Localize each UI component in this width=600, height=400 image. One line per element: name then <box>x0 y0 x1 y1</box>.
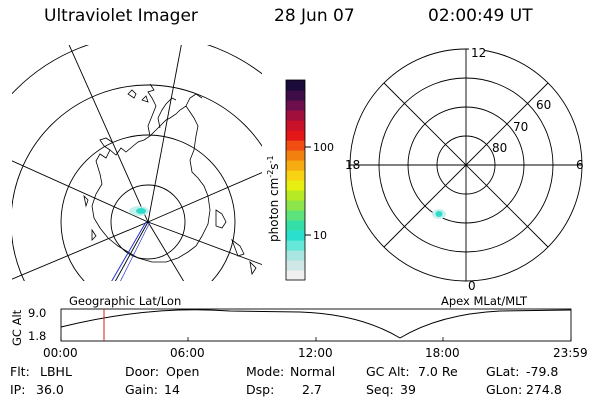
filter-label: Flt: <box>10 364 30 379</box>
colorbar-segment <box>286 250 305 261</box>
date-label: 28 Jun 07 <box>274 6 355 26</box>
colorbar-segment <box>286 150 305 161</box>
x-tick-1800: 18:00 <box>425 346 460 360</box>
colorbar-segment <box>286 120 305 131</box>
latitude-circles <box>12 45 262 281</box>
colorbar-label: photon cm-2s-1 <box>266 155 281 242</box>
mode-value: Normal <box>290 364 335 379</box>
x-tick-1200: 12:00 <box>298 346 333 360</box>
colorbar-segment <box>286 260 305 271</box>
filter-value: LBHL <box>40 364 72 379</box>
dsp-label: Dsp: <box>246 382 274 397</box>
mlt-label-6: 6 <box>576 158 584 172</box>
glat-value: -79.8 <box>526 364 558 379</box>
gc-alt-label: GC Alt: <box>366 364 410 379</box>
timeline-ylabel: GC Alt <box>10 309 24 346</box>
ip-value: 36.0 <box>36 382 64 397</box>
x-tick-2359: 23:59 <box>553 346 588 360</box>
seq-label: Seq: <box>366 382 394 397</box>
y-tick-9: 9.0 <box>28 306 46 320</box>
page-title: Ultraviolet Imager <box>44 6 198 26</box>
seq-value: 39 <box>400 382 416 397</box>
glat-label: GLat: <box>486 364 519 379</box>
colorbar-segment <box>286 270 305 281</box>
y-tick-1-8: 1.8 <box>28 329 46 343</box>
x-tick-0600: 06:00 <box>170 346 205 360</box>
colorbar-segment <box>286 200 305 211</box>
meridian-lines <box>12 45 262 281</box>
glon-value: 274.8 <box>526 382 562 397</box>
info-panel: Flt: LBHL IP: 36.0 Door: Open Gain: 14 M… <box>10 364 562 397</box>
altitude-curve <box>60 309 572 339</box>
door-value: Open <box>166 364 199 379</box>
lat-label-80: 80 <box>492 141 507 155</box>
mlt-label-0: 0 <box>468 279 476 293</box>
colorbar-segment <box>286 100 305 111</box>
colorbar-segment <box>286 90 305 101</box>
colorbar-segment <box>286 140 305 151</box>
colorbar-segment <box>286 240 305 251</box>
apex-map-labels: 12 18 6 0 60 70 80 <box>345 46 584 293</box>
apex-map <box>349 48 583 282</box>
colorbar-segment <box>286 80 305 91</box>
colorbar-segment <box>286 180 305 191</box>
apex-caption: Apex MLat/MLT <box>441 294 528 308</box>
colorbar-segment <box>286 220 305 231</box>
colorbar-segment <box>286 210 305 221</box>
colorbar-segment <box>286 110 305 121</box>
coastline-outlines <box>83 83 257 276</box>
geographic-map <box>12 45 262 281</box>
dsp-value: 2.7 <box>302 382 322 397</box>
colorbar-segment <box>286 130 305 141</box>
colorbar-tick-10: 10 <box>313 229 327 242</box>
lat-label-70: 70 <box>513 120 528 134</box>
mode-label: Mode: <box>246 364 284 379</box>
altitude-timeline: GC Alt 9.0 1.8 00:00 06:00 12:00 18:00 2… <box>10 306 588 360</box>
mlt-label-18: 18 <box>345 158 360 172</box>
colorbar: 100 10 photon cm-2s-1 <box>266 79 334 281</box>
spacecraft-track <box>111 221 147 281</box>
colorbar-tick-100: 100 <box>313 141 334 154</box>
gain-label: Gain: <box>125 382 158 397</box>
gain-value: 14 <box>164 382 180 397</box>
ip-label: IP: <box>10 382 25 397</box>
right-aurora-blob <box>432 209 446 219</box>
gc-alt-value: 7.0 Re <box>418 364 458 379</box>
left-aurora-blob <box>129 206 149 216</box>
colorbar-segment <box>286 230 305 241</box>
colorbar-segment <box>286 170 305 181</box>
x-tick-0000: 00:00 <box>43 346 78 360</box>
glon-label: GLon: <box>486 382 522 397</box>
door-label: Door: <box>125 364 159 379</box>
geographic-caption: Geographic Lat/Lon <box>69 294 181 308</box>
time-label: 02:00:49 UT <box>428 6 533 26</box>
lat-label-60: 60 <box>536 98 551 112</box>
colorbar-segment <box>286 160 305 171</box>
colorbar-segment <box>286 190 305 201</box>
mlt-label-12: 12 <box>471 46 486 60</box>
